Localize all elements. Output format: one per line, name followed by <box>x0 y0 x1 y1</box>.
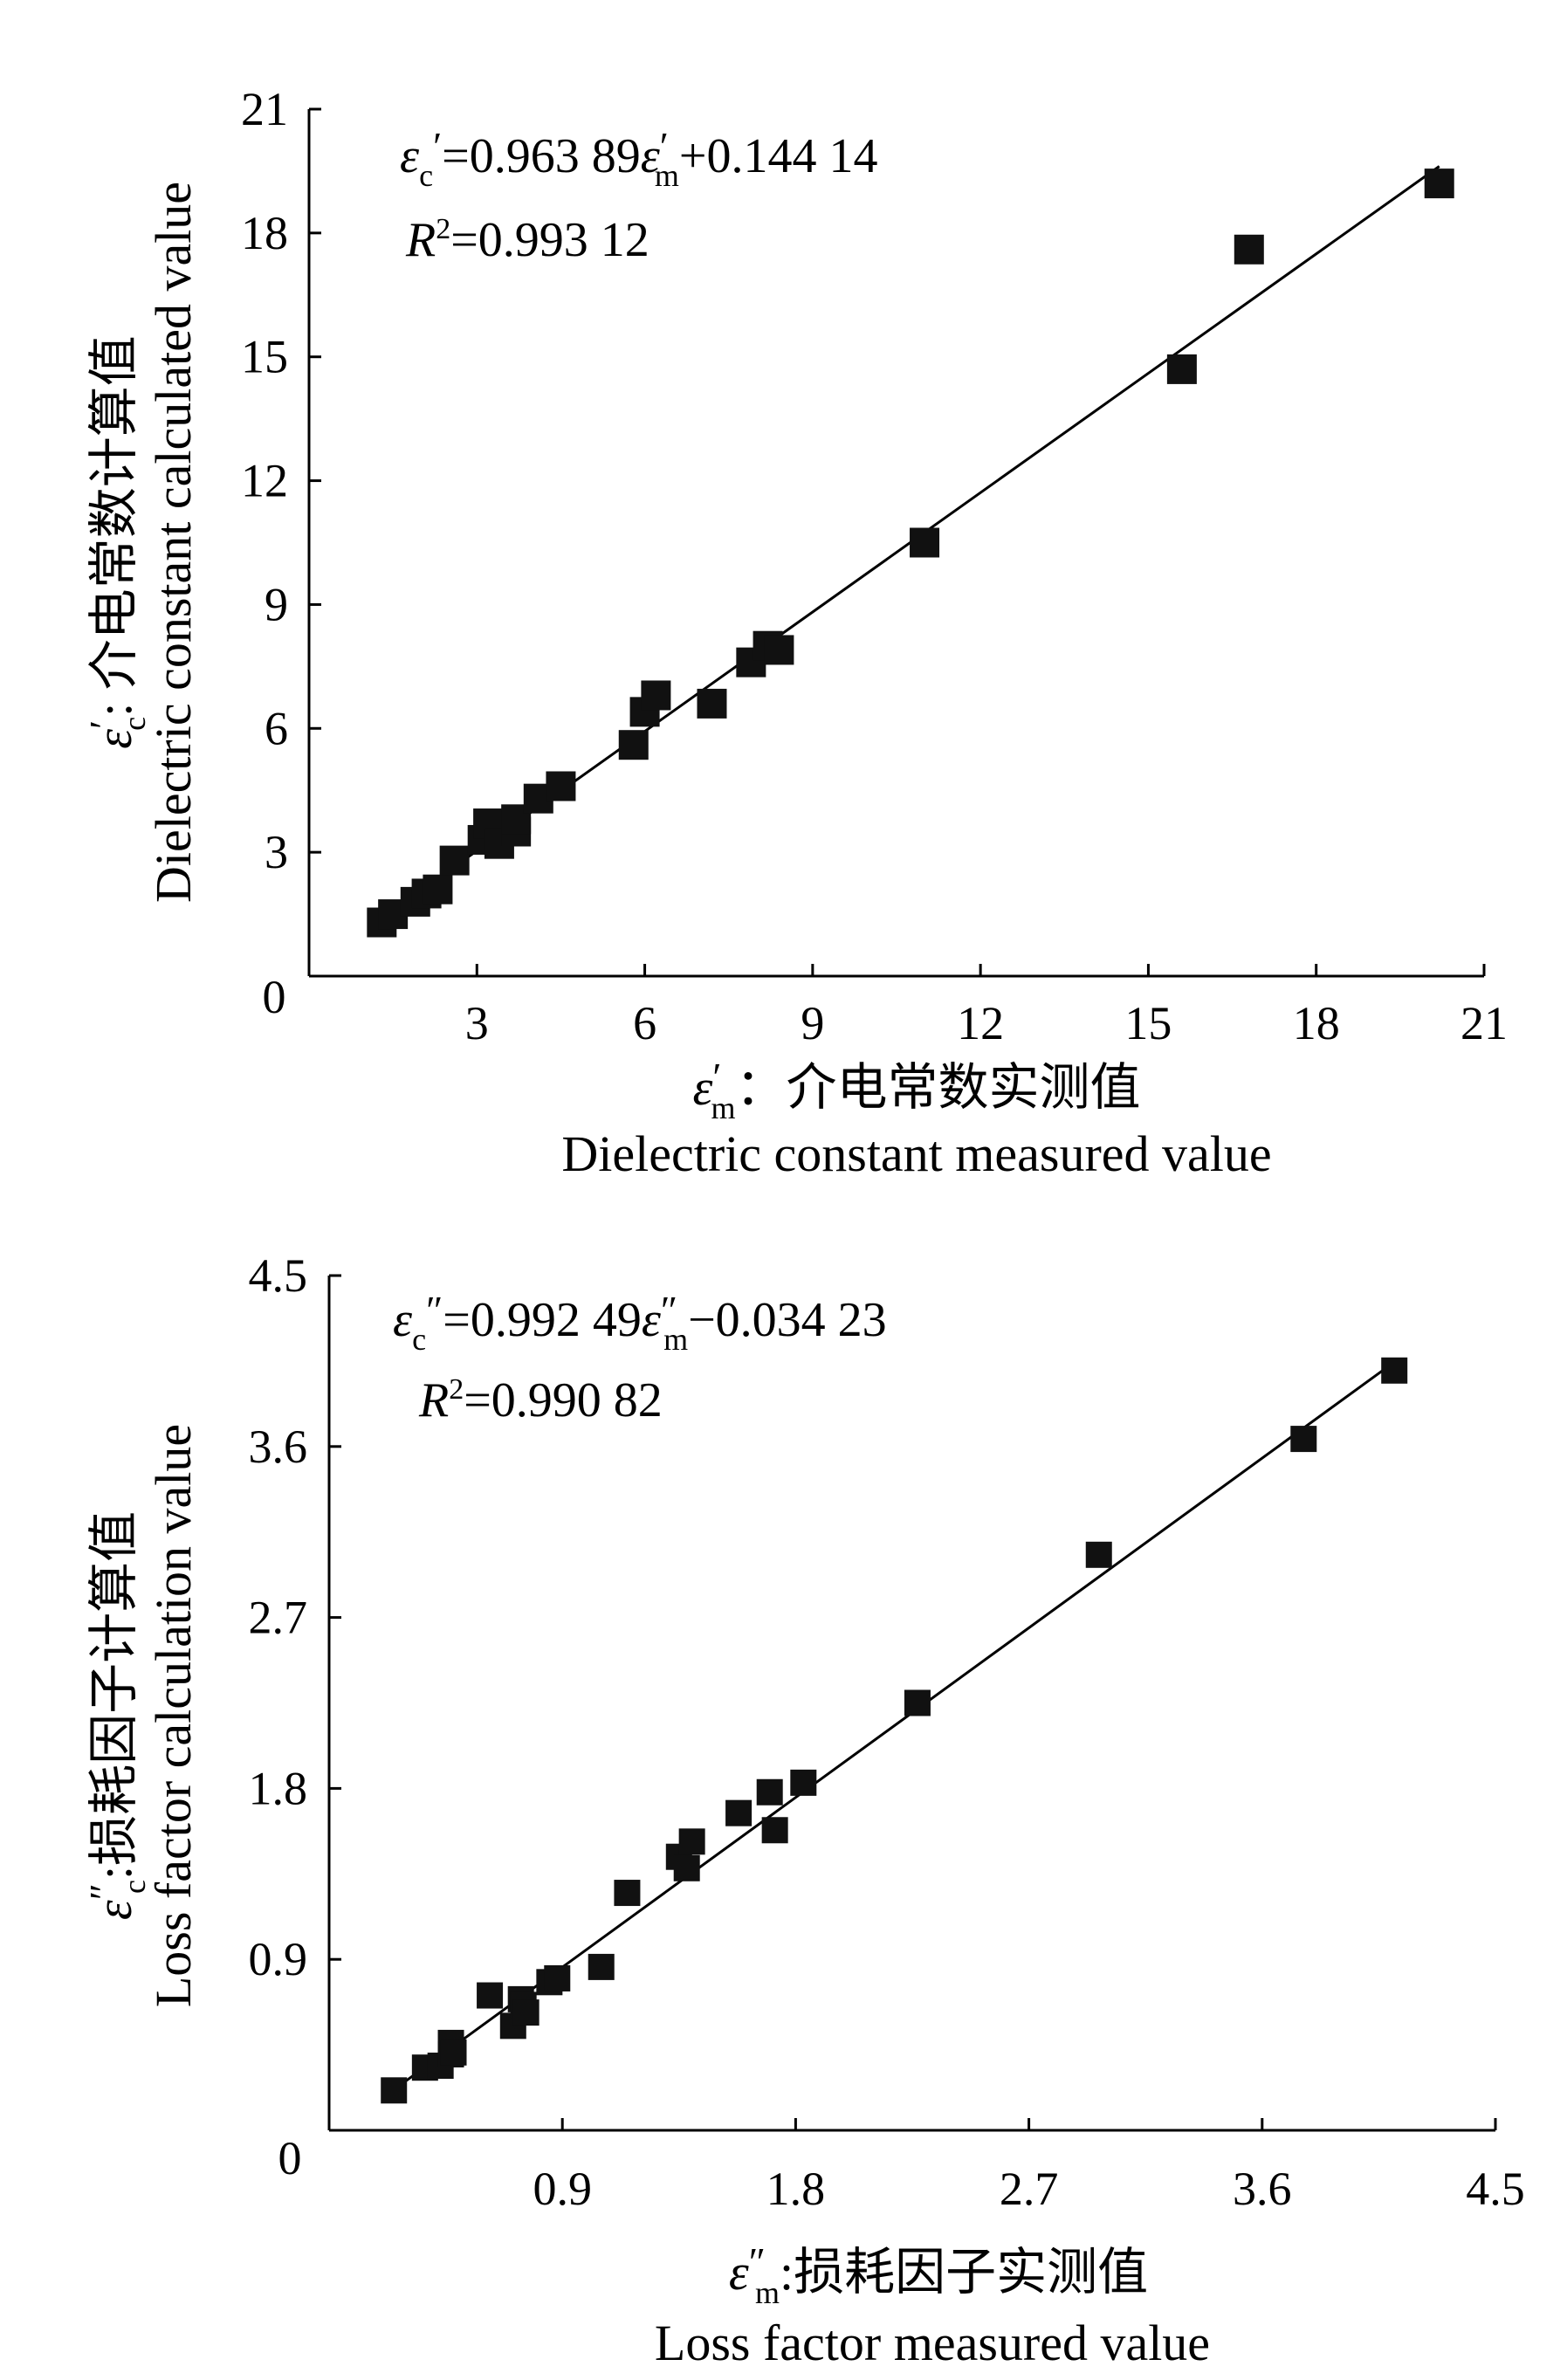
y-tick-label: 15 <box>241 331 288 383</box>
y-tick-label: 12 <box>241 455 288 507</box>
data-point <box>756 1778 783 1806</box>
x-tick-label: 12 <box>957 997 1004 1049</box>
x-tick-label: 0.9 <box>533 2163 592 2215</box>
origin-label-1: 0 <box>263 971 286 1023</box>
y-ticks-1: 3 6 9 12 15 18 21 <box>241 83 321 878</box>
data-point <box>910 527 940 558</box>
x-axis-label-1: ε′ m：介电常数实测值 <box>693 1055 1141 1125</box>
data-point <box>725 1799 753 1826</box>
chart-dielectric-constant: 3 6 9 12 15 18 21 3 6 9 12 15 18 21 0 εc′=0.963 89ε′… <box>81 83 1508 1182</box>
x-tick-label: 1.8 <box>766 2163 826 2215</box>
y-ticks-2: 0.9 1.8 2.7 3.6 4.5 <box>249 1249 341 1985</box>
data-point <box>1290 1426 1317 1453</box>
x-axis-label-en-2: Loss factor measured value <box>655 2315 1210 2371</box>
x-tick-label: 15 <box>1124 997 1172 1049</box>
origin-label-2: 0 <box>278 2132 302 2184</box>
y-tick-label: 9 <box>265 578 288 630</box>
r-squared-1: R2=0.993 12 <box>405 213 649 267</box>
axes-2 <box>327 1276 1495 2132</box>
data-point <box>440 2039 467 2066</box>
x-axis-label-en-1: Dielectric constant measured value <box>561 1125 1271 1182</box>
chart-loss-factor: 0.9 1.8 2.7 3.6 4.5 0.9 1.8 2.7 3.6 4.5 0 εc″=0.… <box>81 1249 1525 2371</box>
x-tick-label: 3 <box>465 997 489 1049</box>
y-tick-label: 21 <box>241 83 288 135</box>
data-point <box>764 635 794 665</box>
regression-equation-1: εc′=0.963 89ε′ m+0.144 14 <box>400 124 877 193</box>
x-tick-label: 3.6 <box>1233 2163 1292 2215</box>
data-point <box>1166 354 1197 384</box>
data-point <box>641 680 671 711</box>
y-tick-label: 4.5 <box>249 1249 308 1302</box>
x-axis-label-2: ε″ m:损耗因子实测值 <box>729 2239 1148 2310</box>
data-point <box>1424 169 1454 199</box>
data-point <box>618 730 649 760</box>
x-tick-label: 9 <box>801 997 824 1049</box>
data-point <box>1085 1541 1112 1568</box>
data-point <box>904 1689 931 1716</box>
y-tick-label: 18 <box>241 207 288 259</box>
x-tick-label: 2.7 <box>1000 2163 1059 2215</box>
y-axis-label-zh-2: ε″c:损耗因子计算值 <box>81 1511 152 1920</box>
y-tick-label: 1.8 <box>249 1762 308 1814</box>
y-tick-label: 0.9 <box>249 1933 308 1985</box>
y-axis-label-en-1: Dielectric constant calculated value <box>145 182 202 903</box>
data-point <box>1234 234 1264 265</box>
y-tick-label: 3.6 <box>249 1420 308 1473</box>
data-point <box>1381 1357 1408 1384</box>
data-point <box>544 1964 571 1991</box>
data-point <box>588 1953 615 1980</box>
y-tick-label: 3 <box>265 826 288 878</box>
y-tick-label: 2.7 <box>249 1592 308 1644</box>
data-point <box>423 874 453 905</box>
x-tick-label: 21 <box>1460 997 1508 1049</box>
axes-1 <box>307 109 1484 978</box>
data-point <box>790 1769 817 1796</box>
data-point <box>678 1828 705 1855</box>
y-axis-label-en-2: Loss factor calculation value <box>145 1424 202 2007</box>
data-point <box>477 1982 504 2009</box>
x-ticks-1: 3 6 9 12 15 18 21 <box>465 964 1508 1049</box>
data-points-2 <box>381 1357 1408 2104</box>
data-point <box>546 771 576 801</box>
data-points-1 <box>367 169 1454 938</box>
regression-equation-2: εc″=0.992 49ε″ m−0.034 23 <box>393 1288 887 1357</box>
data-point <box>512 1999 540 2026</box>
data-point <box>614 1880 641 1907</box>
x-tick-label: 4.5 <box>1466 2163 1525 2215</box>
data-point <box>697 688 727 719</box>
data-point <box>761 1817 788 1844</box>
data-point <box>439 845 470 876</box>
data-point <box>381 2077 408 2104</box>
y-axis-label-1: ε′c: 介电常数计算值 Dielectric constant calcula… <box>81 182 202 903</box>
x-tick-label: 18 <box>1293 997 1340 1049</box>
data-point <box>673 1854 700 1881</box>
y-tick-label: 6 <box>265 702 288 754</box>
x-tick-label: 6 <box>633 997 656 1049</box>
x-ticks-2: 0.9 1.8 2.7 3.6 4.5 <box>533 2118 1525 2215</box>
r-squared-2: R2=0.990 82 <box>418 1373 663 1427</box>
y-axis-label-zh-1: ε′c: 介电常数计算值 <box>81 335 152 749</box>
y-axis-label-2: ε″c:损耗因子计算值 Loss factor calculation valu… <box>81 1424 202 2007</box>
